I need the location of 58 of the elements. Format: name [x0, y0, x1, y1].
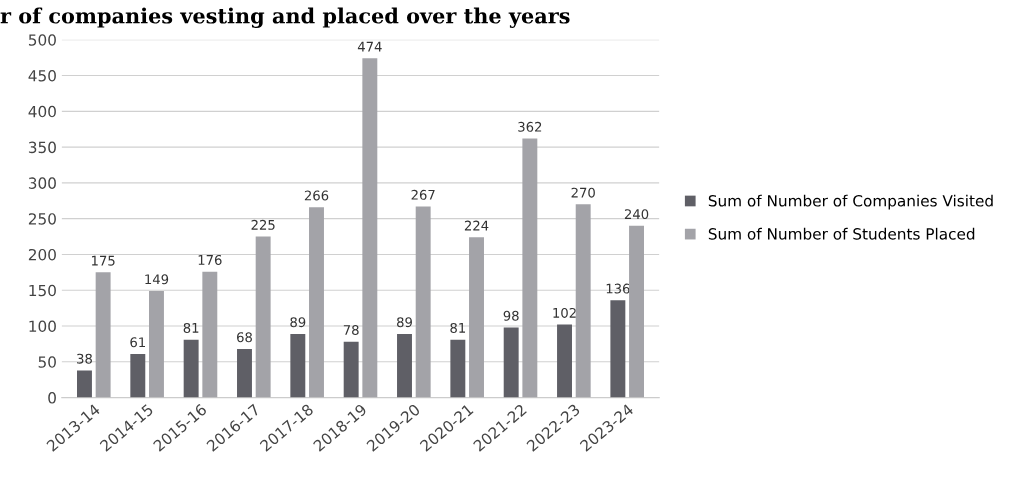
data-label: 61	[130, 337, 145, 348]
data-label: 266	[304, 190, 329, 201]
data-label: 102	[553, 307, 576, 318]
y-tick-label: 450	[28, 70, 56, 82]
data-label: 225	[251, 219, 275, 230]
data-label: 68	[237, 332, 252, 343]
data-label: 362	[518, 121, 542, 132]
bar	[237, 348, 252, 398]
bar	[290, 333, 306, 398]
y-tick-label: 200	[28, 248, 56, 261]
data-label: 136	[606, 283, 630, 294]
y-tick-label: 150	[29, 284, 56, 297]
data-label: 89	[290, 317, 306, 328]
data-label: 78	[343, 325, 359, 336]
bar	[362, 58, 378, 398]
bar	[503, 327, 519, 398]
legend-label: Sum of Number of Students Placed	[708, 227, 975, 240]
bar	[77, 370, 92, 398]
y-tick-label: 400	[28, 105, 56, 118]
data-label: 89	[397, 317, 412, 328]
bar	[610, 300, 626, 398]
bar	[450, 339, 466, 398]
y-tick-label: 100	[29, 320, 56, 333]
y-tick-label: 250	[28, 213, 56, 225]
bar	[629, 225, 644, 398]
bar	[557, 324, 572, 398]
data-label: 270	[571, 187, 595, 198]
data-label: 38	[77, 353, 92, 364]
data-label: 149	[145, 274, 169, 285]
bar	[183, 339, 199, 398]
data-label: 175	[91, 255, 115, 266]
data-label: 240	[624, 209, 649, 220]
bar	[469, 237, 484, 398]
chart-title: r of companies vesting and placed over the years	[0, 7, 570, 28]
y-tick-label: 300	[28, 177, 56, 189]
y-tick-label: 500	[28, 34, 56, 46]
data-label: 474	[357, 41, 382, 52]
data-label: 98	[503, 310, 519, 321]
bar	[575, 204, 591, 398]
bar	[343, 341, 359, 398]
bar	[130, 353, 146, 398]
data-label: 81	[183, 322, 199, 333]
y-tick-label: 350	[28, 141, 56, 154]
data-label: 224	[464, 220, 489, 231]
bar	[397, 333, 412, 398]
data-label: 267	[411, 189, 435, 200]
bar	[202, 271, 218, 398]
bar	[95, 272, 111, 398]
y-tick-label: 50	[38, 356, 56, 368]
bar	[149, 290, 164, 398]
bar	[415, 206, 431, 398]
legend-label: Sum of Number of Companies Visited	[708, 194, 993, 210]
bar	[522, 138, 538, 398]
bar	[255, 236, 271, 398]
y-tick-label: 0	[48, 392, 56, 404]
data-label: 81	[450, 322, 466, 333]
bar	[309, 207, 324, 398]
data-label: 176	[198, 254, 222, 265]
